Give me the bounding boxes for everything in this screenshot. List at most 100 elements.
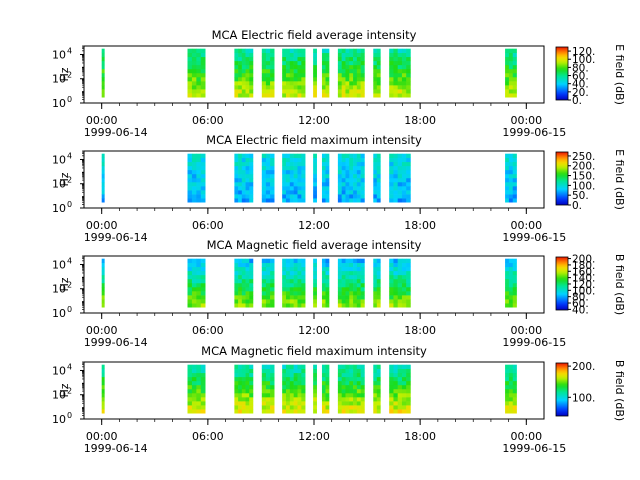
heatmap-cell (373, 393, 378, 398)
heatmap-cell (238, 405, 243, 410)
heatmap-cell (187, 190, 193, 195)
heatmap-cell (508, 364, 514, 370)
heatmap-cell (301, 186, 306, 191)
heatmap-cell (101, 186, 105, 191)
heatmap-cell (512, 72, 517, 78)
colorbar-tick-label: 60. (572, 71, 589, 83)
heatmap-cell (345, 64, 350, 70)
heatmap-cell (196, 85, 202, 90)
heatmap-cell (356, 258, 361, 264)
x-tick-label: 06:00 (192, 219, 224, 232)
heatmap-cell (238, 72, 243, 78)
heatmap-cell (241, 161, 246, 167)
heatmap-cell (101, 72, 105, 78)
heatmap-cell (313, 77, 317, 82)
heatmap-cell (360, 368, 365, 374)
heatmap-cell (293, 303, 298, 308)
heatmap-cell (360, 161, 365, 167)
heatmap-cell (293, 287, 298, 292)
heatmap-cell (512, 368, 517, 374)
heatmap-cell (508, 372, 514, 378)
heatmap-cell (337, 258, 342, 264)
heatmap-cell (191, 372, 197, 378)
heatmap-cell (345, 266, 350, 272)
heatmap-cell (265, 77, 271, 82)
x-date-label-start: 1999-06-14 (84, 442, 148, 455)
heatmap-cell (401, 81, 407, 86)
heatmap-cell (191, 93, 197, 98)
heatmap-cell (376, 165, 381, 171)
heatmap-cell (401, 64, 407, 70)
heatmap-cell (196, 409, 202, 414)
heatmap-cell (191, 85, 197, 90)
heatmap-cell (360, 177, 365, 183)
heatmap-cell (360, 169, 365, 175)
heatmap-cell (325, 384, 330, 390)
heatmap-cell (191, 169, 197, 175)
heatmap-cell (508, 161, 514, 167)
heatmap-cell (249, 89, 254, 94)
heatmap-cell (360, 384, 365, 390)
heatmap-cell (101, 198, 105, 203)
heatmap-cell (389, 173, 394, 179)
heatmap-cell (187, 77, 193, 82)
heatmap-cell (325, 72, 330, 78)
heatmap-cell (265, 303, 271, 308)
heatmap-cell (289, 89, 294, 94)
heatmap-cell (101, 258, 105, 264)
heatmap-cell (270, 169, 275, 175)
heatmap-cell (297, 376, 302, 382)
heatmap-cell (285, 81, 291, 86)
heatmap-cell (321, 266, 326, 272)
heatmap-cell (270, 368, 275, 374)
heatmap-cell (393, 278, 398, 284)
heatmap-cell (349, 89, 354, 94)
heatmap-cell (245, 397, 250, 402)
heatmap-cell (345, 299, 350, 304)
heatmap-cell (360, 48, 365, 54)
heatmap-cell (349, 282, 354, 288)
heatmap-cell (512, 258, 517, 264)
heatmap-cell (356, 198, 361, 203)
heatmap-cell (191, 153, 197, 159)
heatmap-cell (200, 81, 206, 86)
heatmap-cell (505, 295, 510, 300)
heatmap-cell (406, 258, 411, 264)
heatmap-cell (282, 405, 287, 410)
heatmap-cell (325, 186, 330, 191)
x-tick-label: 00:00 (510, 114, 542, 127)
heatmap-cell (345, 274, 350, 280)
heatmap-cell (337, 89, 342, 94)
x-tick-label: 00:00 (86, 430, 118, 443)
heatmap-cell (285, 165, 291, 171)
heatmap-cell (389, 303, 394, 308)
heatmap-cell (261, 77, 267, 82)
heatmap-cell (265, 85, 271, 90)
heatmap-cell (238, 380, 243, 386)
heatmap-cell (508, 72, 514, 78)
heatmap-cell (297, 60, 302, 66)
heatmap-cell (356, 287, 361, 292)
heatmap-cell (238, 173, 243, 179)
heatmap-cell (241, 303, 246, 308)
heatmap-cell (249, 157, 254, 163)
heatmap-cell (313, 368, 317, 374)
heatmap-cell (101, 397, 105, 402)
heatmap-cell (389, 274, 394, 280)
heatmap-cell (249, 393, 254, 398)
heatmap-cell (393, 68, 398, 74)
heatmap-cell (200, 198, 206, 203)
colorbar-tick-label: 40. (572, 304, 589, 316)
heatmap-cell (401, 190, 407, 195)
heatmap-cell (313, 372, 317, 378)
heatmap-cell (406, 384, 411, 390)
heatmap-cell (270, 186, 275, 191)
heatmap-cell (289, 278, 294, 284)
heatmap-cell (337, 182, 342, 187)
heatmap-cell (293, 182, 298, 187)
heatmap-cell (282, 368, 287, 374)
heatmap-cell (406, 372, 411, 378)
heatmap-cell (196, 56, 202, 62)
heatmap-cell (187, 72, 193, 78)
heatmap-cell (341, 198, 346, 203)
